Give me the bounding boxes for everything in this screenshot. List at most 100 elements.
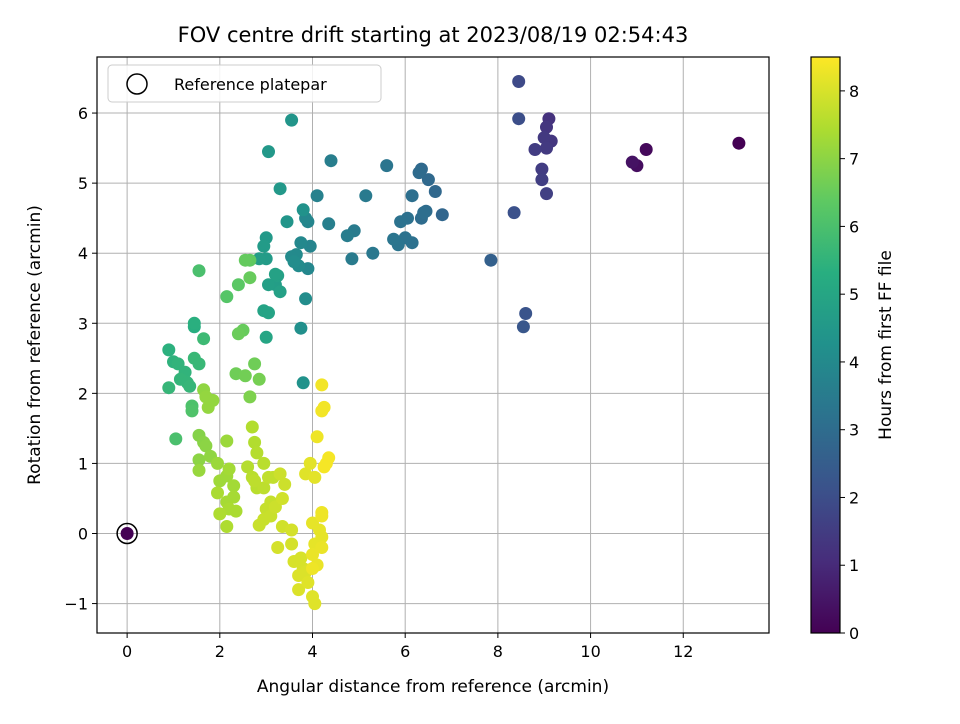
colorbar-tick-label: 1 bbox=[849, 556, 859, 575]
colorbar-tick-label: 4 bbox=[849, 353, 859, 372]
x-tick-label: 2 bbox=[215, 642, 225, 661]
data-point bbox=[380, 159, 394, 173]
data-point bbox=[241, 460, 255, 474]
plot-frame bbox=[96, 56, 770, 634]
data-point bbox=[306, 562, 319, 575]
data-point bbox=[268, 267, 282, 281]
data-point bbox=[252, 518, 266, 532]
colorbar-label: Hours from first FF file bbox=[876, 250, 896, 440]
data-point bbox=[162, 381, 176, 395]
colorbar: 0 1 2 3 4 5 6 7 8 Hours from first FF file bbox=[810, 56, 896, 643]
data-point bbox=[340, 229, 354, 243]
data-point bbox=[528, 143, 542, 156]
data-point bbox=[296, 203, 310, 217]
data-point bbox=[285, 537, 299, 551]
data-point bbox=[262, 278, 275, 292]
data-point bbox=[412, 166, 426, 180]
data-point bbox=[259, 330, 273, 344]
data-point bbox=[197, 332, 211, 346]
data-point bbox=[625, 155, 639, 169]
y-tick-label: 5 bbox=[78, 174, 88, 193]
data-point bbox=[248, 357, 262, 371]
data-point bbox=[535, 173, 549, 187]
data-point bbox=[273, 467, 287, 481]
data-point bbox=[732, 136, 746, 150]
plot-area bbox=[97, 57, 769, 633]
data-point bbox=[417, 206, 431, 220]
y-axis-label: Rotation from reference (arcmin) bbox=[25, 205, 45, 485]
data-point bbox=[285, 113, 299, 127]
data-point bbox=[222, 462, 236, 476]
data-point bbox=[428, 185, 442, 198]
x-tick-label: 8 bbox=[493, 642, 503, 661]
data-point bbox=[278, 477, 292, 491]
data-point bbox=[315, 541, 329, 554]
data-point bbox=[192, 357, 206, 371]
colorbar-tick-label: 3 bbox=[849, 421, 859, 440]
data-point bbox=[387, 232, 401, 246]
data-point bbox=[280, 215, 294, 229]
data-point bbox=[484, 253, 498, 267]
reference-marker bbox=[116, 522, 138, 545]
data-point bbox=[639, 143, 653, 156]
colorbar-tick-label: 5 bbox=[849, 285, 859, 304]
colorbar-ticks: 0 1 2 3 4 5 6 7 8 bbox=[840, 82, 859, 643]
y-tick-label: −1 bbox=[64, 595, 88, 614]
colorbar-frame bbox=[810, 56, 841, 634]
data-point bbox=[306, 548, 319, 561]
data-point bbox=[540, 120, 553, 134]
data-point bbox=[308, 597, 322, 611]
y-tick-label: 1 bbox=[78, 454, 88, 473]
data-point bbox=[187, 316, 201, 330]
data-point bbox=[324, 154, 338, 168]
data-point bbox=[273, 285, 287, 299]
data-point bbox=[169, 432, 183, 446]
data-point bbox=[435, 208, 449, 222]
data-point bbox=[540, 141, 553, 155]
data-point bbox=[345, 252, 359, 266]
data-point bbox=[192, 453, 206, 467]
data-point bbox=[405, 189, 419, 203]
legend-box bbox=[107, 64, 382, 103]
data-point bbox=[192, 264, 206, 278]
data-point bbox=[301, 576, 315, 589]
data-point bbox=[220, 520, 234, 533]
data-point bbox=[231, 327, 245, 341]
colorbar-tick-label: 7 bbox=[849, 150, 859, 169]
data-point bbox=[231, 278, 245, 292]
y-tick-label: 4 bbox=[78, 244, 88, 263]
colorbar-tick-label: 2 bbox=[849, 488, 859, 507]
data-point bbox=[211, 486, 224, 500]
y-tick-label: 3 bbox=[78, 314, 88, 333]
data-point bbox=[315, 378, 329, 392]
data-point bbox=[308, 470, 322, 484]
data-point bbox=[275, 492, 289, 505]
data-point bbox=[507, 206, 521, 220]
data-point bbox=[192, 463, 206, 477]
data-point bbox=[245, 420, 259, 434]
x-axis-label: Angular distance from reference (arcmin) bbox=[257, 677, 609, 697]
data-point bbox=[248, 474, 262, 488]
y-axis-ticks: −1 0 1 2 3 4 5 6 bbox=[64, 104, 97, 614]
data-point bbox=[537, 131, 551, 145]
data-point bbox=[185, 404, 199, 418]
data-point bbox=[421, 173, 435, 187]
data-point bbox=[252, 372, 266, 386]
data-point bbox=[296, 376, 310, 390]
data-point bbox=[394, 215, 408, 229]
data-point bbox=[227, 490, 241, 504]
data-point bbox=[248, 435, 262, 449]
y-tick-label: 2 bbox=[78, 384, 88, 403]
data-point bbox=[299, 292, 313, 306]
data-point bbox=[516, 320, 530, 334]
data-point bbox=[201, 400, 215, 414]
data-point bbox=[227, 479, 241, 493]
data-point bbox=[257, 239, 271, 253]
data-point bbox=[199, 439, 213, 453]
data-point bbox=[310, 430, 324, 444]
y-tick-label: 0 bbox=[78, 524, 88, 543]
data-point bbox=[183, 379, 197, 393]
legend: Reference platepar bbox=[107, 64, 382, 103]
data-point bbox=[519, 307, 533, 320]
